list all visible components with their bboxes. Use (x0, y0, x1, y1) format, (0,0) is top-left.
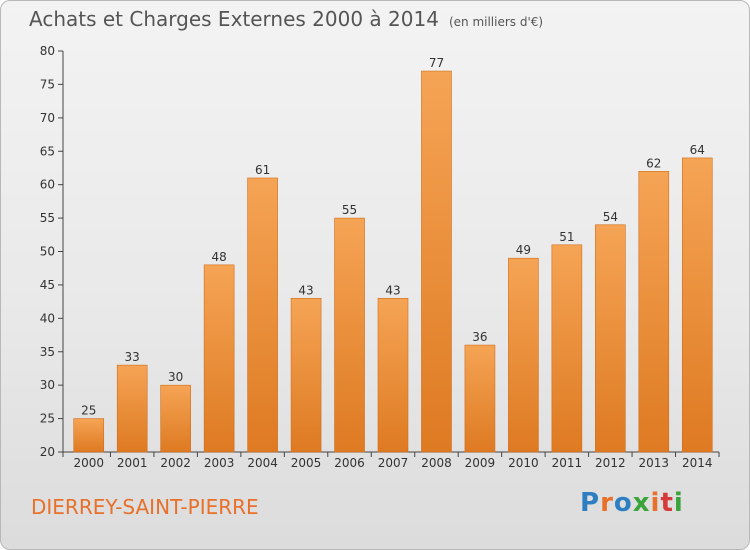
y-tick-label: 40 (40, 311, 55, 325)
chart-title-text: Achats et Charges Externes 2000 à 2014 (29, 7, 439, 31)
bar-2008 (421, 70, 452, 453)
bar-value-label: 49 (516, 243, 531, 257)
y-tick-label: 80 (40, 44, 55, 58)
bar-value-label: 64 (690, 143, 705, 157)
y-tick-label: 55 (40, 211, 55, 225)
bar-2002 (160, 384, 191, 453)
x-tick-label: 2014 (682, 456, 713, 470)
bar-2012 (595, 224, 626, 453)
logo-letter: P (580, 488, 601, 518)
x-tick-label: 2009 (465, 456, 496, 470)
bar-2006 (334, 217, 365, 453)
y-tick-label: 75 (40, 77, 55, 91)
bar-2013 (638, 171, 670, 453)
bar-2007 (377, 297, 409, 453)
bar-2004 (247, 177, 278, 453)
x-tick-label: 2012 (595, 456, 626, 470)
proxiti-logo[interactable]: Proxiti (580, 488, 684, 518)
y-tick-label: 50 (40, 245, 55, 259)
bar-2009 (464, 344, 496, 453)
x-tick-label: 2006 (334, 456, 365, 470)
bar-2011 (551, 244, 583, 453)
x-tick-label: 2013 (639, 456, 670, 470)
bar-value-label: 77 (429, 56, 444, 70)
bar-value-label: 51 (559, 230, 574, 244)
bar-2003 (203, 264, 235, 453)
bar-value-label: 61 (255, 163, 270, 177)
chart-title: Achats et Charges Externes 2000 à 2014 (e… (29, 7, 543, 31)
bar-2010 (508, 257, 539, 453)
town-name: DIERREY-SAINT-PIERRE (31, 495, 259, 519)
bar-value-label: 33 (125, 350, 140, 364)
bar-value-label: 43 (385, 283, 400, 297)
y-tick-label: 30 (40, 378, 55, 392)
logo-letter: r (600, 488, 614, 518)
y-tick-label: 35 (40, 345, 55, 359)
y-tick-label: 45 (40, 278, 55, 292)
y-tick-label: 20 (40, 445, 55, 459)
x-tick-label: 2011 (552, 456, 583, 470)
x-tick-label: 2001 (117, 456, 148, 470)
x-tick-label: 2000 (73, 456, 104, 470)
x-tick-label: 2004 (247, 456, 278, 470)
x-tick-label: 2010 (508, 456, 539, 470)
bar-value-label: 25 (81, 404, 96, 418)
x-tick-label: 2007 (378, 456, 409, 470)
logo-letter: x (632, 488, 651, 518)
chart-subtitle: (en milliers d'€) (448, 15, 544, 29)
x-tick-label: 2003 (204, 456, 235, 470)
bar-2001 (116, 364, 148, 453)
logo-letter: i (673, 488, 684, 518)
chart-bars: 25 33 30 48 61 43 55 43 77 36 49 51 54 62 64 (73, 56, 713, 453)
x-tick-label: 2002 (160, 456, 191, 470)
y-tick-label: 60 (40, 178, 55, 192)
x-tick-label: 2005 (291, 456, 322, 470)
y-tick-label: 65 (40, 144, 55, 158)
chart-axes: 20 25 30 35 40 45 50 55 60 65 70 75 80 2000 2001 2002 20… (40, 44, 720, 470)
logo-letter: o (613, 488, 633, 518)
bar-value-label: 48 (211, 250, 226, 264)
y-tick-label: 25 (40, 412, 55, 426)
bar-value-label: 54 (603, 210, 618, 224)
bar-2014 (681, 157, 713, 453)
logo-letter: t (660, 488, 674, 518)
bar-value-label: 55 (342, 203, 357, 217)
y-tick-label: 70 (40, 111, 55, 125)
bar-2000 (73, 418, 105, 453)
bar-value-label: 43 (298, 283, 313, 297)
x-tick-label: 2008 (421, 456, 452, 470)
bar-value-label: 30 (168, 370, 183, 384)
logo-letter: i (650, 488, 661, 518)
bar-value-label: 36 (472, 330, 487, 344)
bar-2005 (290, 297, 322, 453)
bar-value-label: 62 (646, 156, 661, 170)
